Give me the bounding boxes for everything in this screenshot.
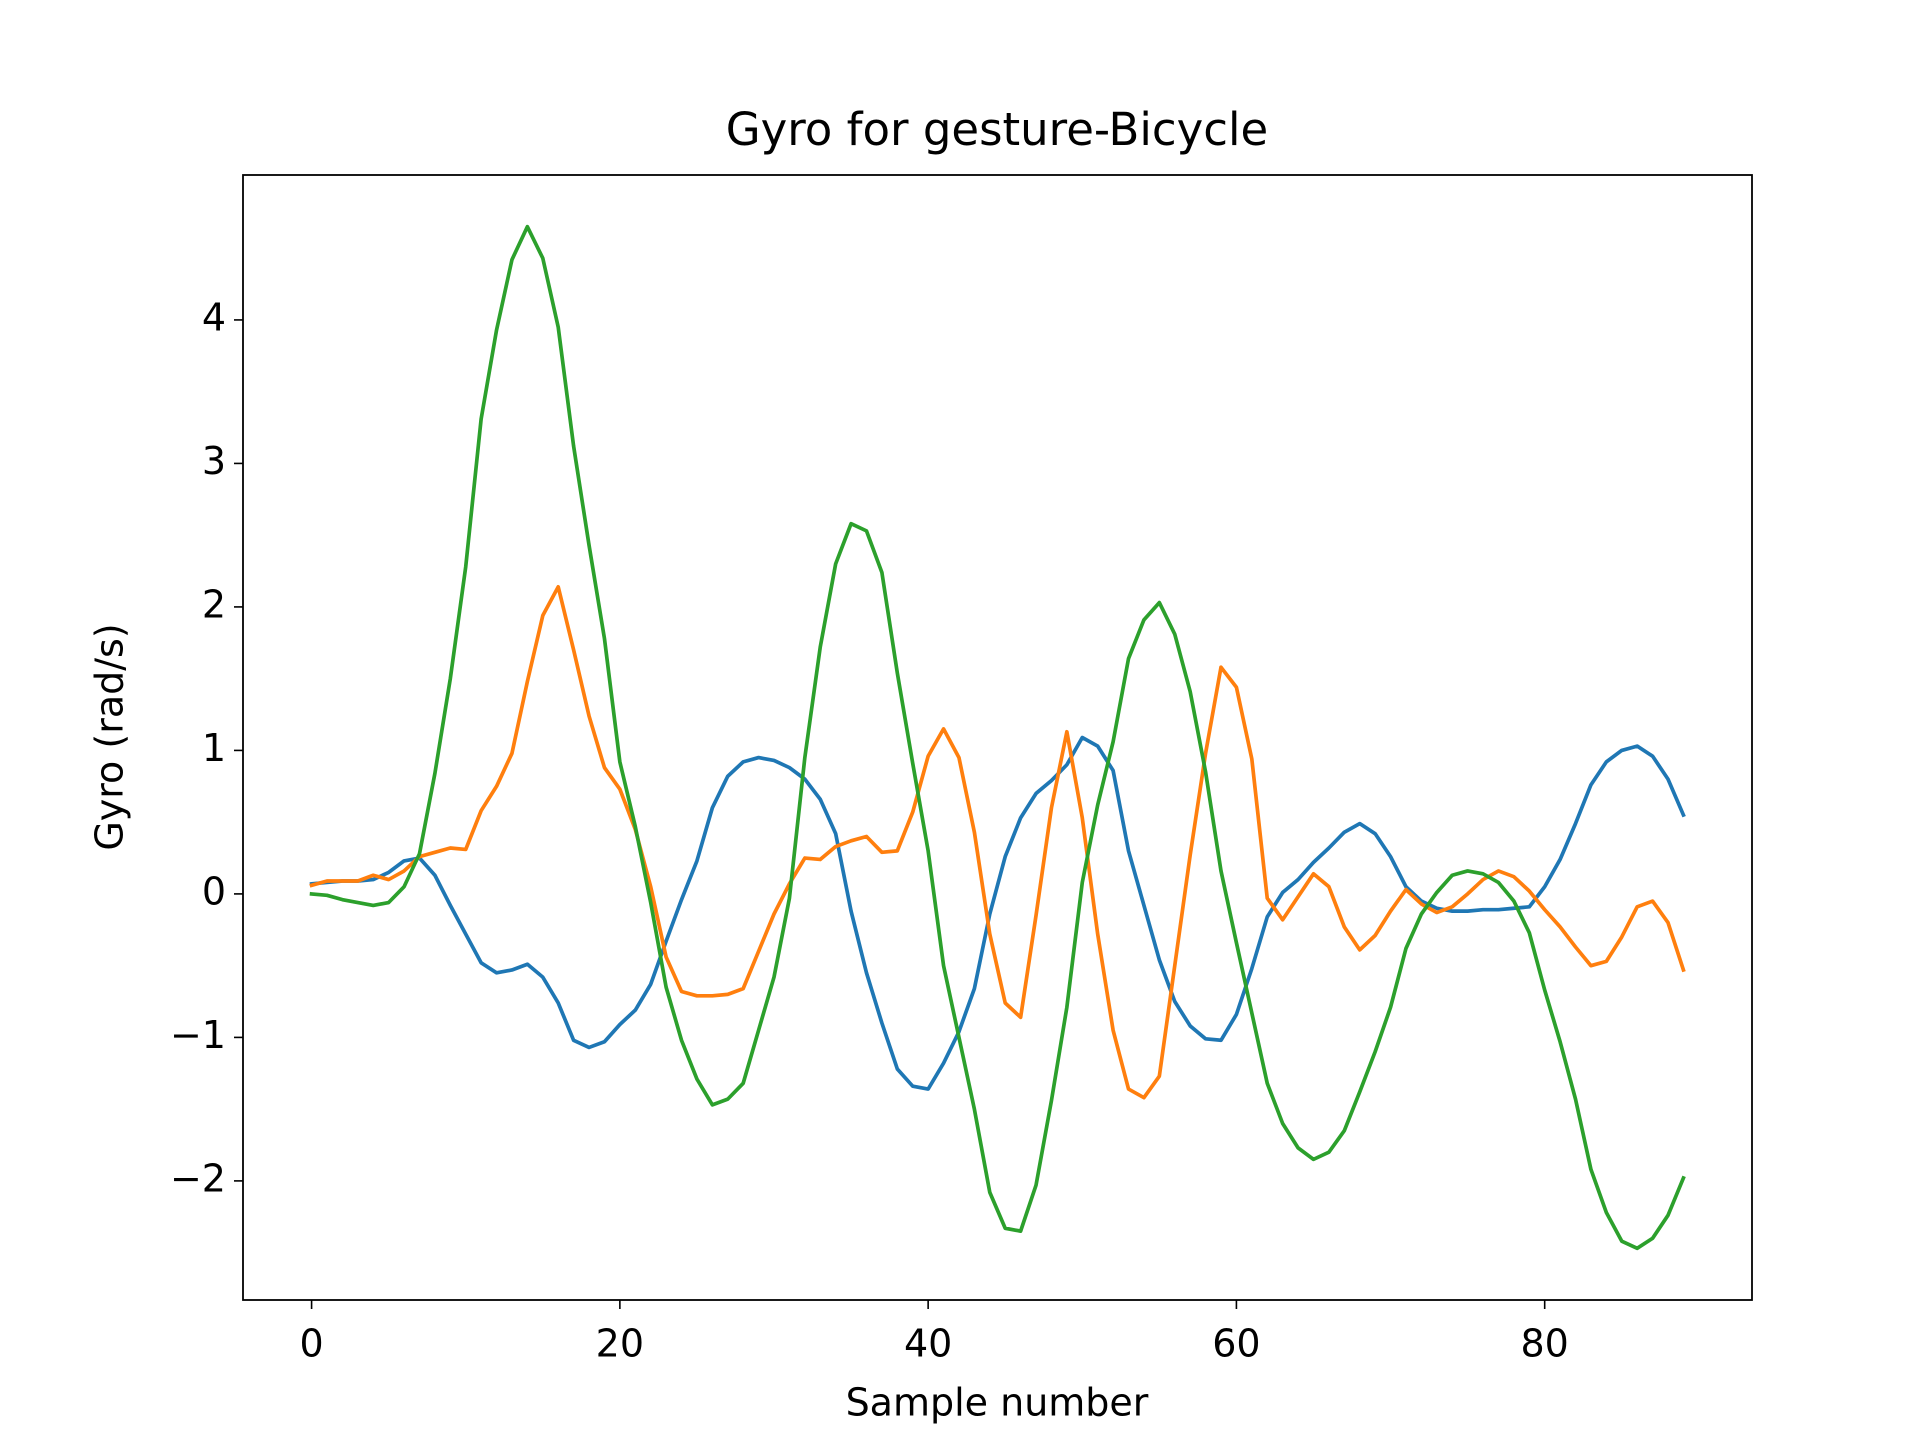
y-tick-label: −2 (170, 1156, 226, 1200)
y-tick-label: 3 (202, 439, 226, 483)
data-line (309, 735, 1686, 1091)
plot-frame (242, 174, 1753, 1301)
x-tick-label: 40 (904, 1322, 952, 1366)
y-tick-label: 0 (202, 869, 226, 913)
x-tick-label: 20 (596, 1322, 644, 1366)
y-tick-label: 1 (202, 726, 226, 770)
y-tick-label: −1 (170, 1013, 226, 1057)
x-tick-label: 80 (1521, 1322, 1569, 1366)
y-tick-label: 4 (202, 295, 226, 339)
x-tick-label: 60 (1212, 1322, 1260, 1366)
x-tick-label: 0 (299, 1322, 323, 1366)
chart-title: Gyro for gesture-Bicycle (726, 103, 1268, 156)
y-axis-label: Gyro (rad/s) (88, 623, 132, 850)
x-axis-label: Sample number (846, 1381, 1149, 1425)
data-line (309, 584, 1686, 1100)
y-tick-label: 2 (202, 582, 226, 626)
data-line (309, 224, 1686, 1251)
